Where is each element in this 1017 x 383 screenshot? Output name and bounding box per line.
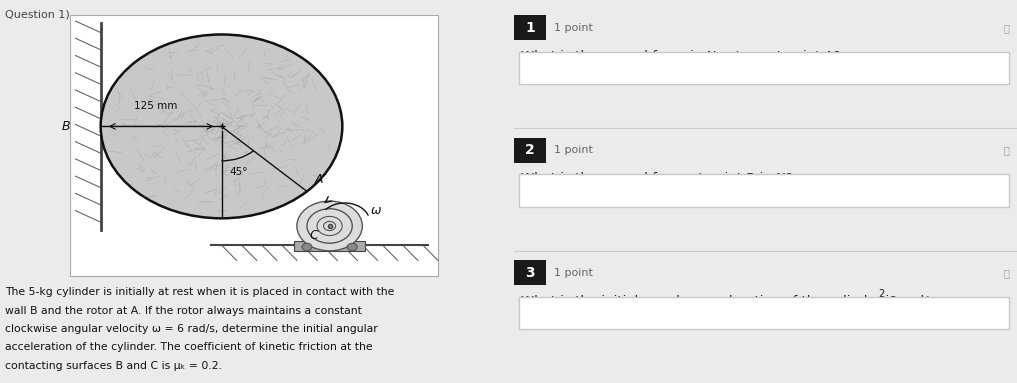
Text: contacting surfaces B and C is μₖ = 0.2.: contacting surfaces B and C is μₖ = 0.2. xyxy=(5,361,222,371)
Text: 1 point: 1 point xyxy=(554,145,593,155)
Text: 2: 2 xyxy=(525,143,535,157)
Text: Type your answer...: Type your answer... xyxy=(529,62,644,74)
FancyBboxPatch shape xyxy=(519,52,1010,84)
FancyBboxPatch shape xyxy=(519,174,1010,207)
Text: What is the normal force in Newtons at point A?: What is the normal force in Newtons at p… xyxy=(521,50,841,63)
Text: ?: ? xyxy=(889,295,896,308)
Text: 📌: 📌 xyxy=(1004,23,1010,33)
Text: clockwise angular velocity ω = 6 rad/s, determine the initial angular: clockwise angular velocity ω = 6 rad/s, … xyxy=(5,324,377,334)
Text: 📌: 📌 xyxy=(1004,268,1010,278)
Text: $\omega$: $\omega$ xyxy=(370,204,381,217)
Bar xyxy=(307,224,352,243)
Text: What is the initial angular acceleration of the cylinder in rad/s: What is the initial angular acceleration… xyxy=(521,295,936,308)
Text: Question 1): Question 1) xyxy=(5,10,70,20)
Text: The 5-kg cylinder is initially at rest when it is placed in contact with the: The 5-kg cylinder is initially at rest w… xyxy=(5,287,395,297)
Text: What is the normal force at point B in N?: What is the normal force at point B in N… xyxy=(521,172,793,185)
Text: 📌: 📌 xyxy=(1004,145,1010,155)
Text: 1 point: 1 point xyxy=(554,268,593,278)
Text: 45°: 45° xyxy=(229,167,247,177)
Bar xyxy=(514,260,546,285)
Bar xyxy=(514,15,546,40)
Circle shape xyxy=(101,34,343,218)
Circle shape xyxy=(297,201,362,251)
Text: $C$: $C$ xyxy=(309,229,320,242)
Circle shape xyxy=(302,243,312,251)
Text: Type your answer...: Type your answer... xyxy=(529,184,644,197)
Text: Type your answer...: Type your answer... xyxy=(529,307,644,319)
Text: $A$: $A$ xyxy=(314,173,324,186)
FancyBboxPatch shape xyxy=(519,297,1010,329)
Bar xyxy=(514,138,546,163)
Circle shape xyxy=(347,243,357,251)
Text: 3: 3 xyxy=(525,266,535,280)
Bar xyxy=(70,15,438,276)
Text: 125 mm: 125 mm xyxy=(134,101,178,111)
Bar xyxy=(294,241,365,251)
Text: $B$: $B$ xyxy=(61,120,70,133)
Text: acceleration of the cylinder. The coefficient of kinetic friction at the: acceleration of the cylinder. The coeffi… xyxy=(5,342,372,352)
Text: 1: 1 xyxy=(525,21,535,35)
Text: 2: 2 xyxy=(879,289,885,299)
Text: wall B and the rotor at A. If the rotor always maintains a constant: wall B and the rotor at A. If the rotor … xyxy=(5,306,362,316)
Text: 1 point: 1 point xyxy=(554,23,593,33)
